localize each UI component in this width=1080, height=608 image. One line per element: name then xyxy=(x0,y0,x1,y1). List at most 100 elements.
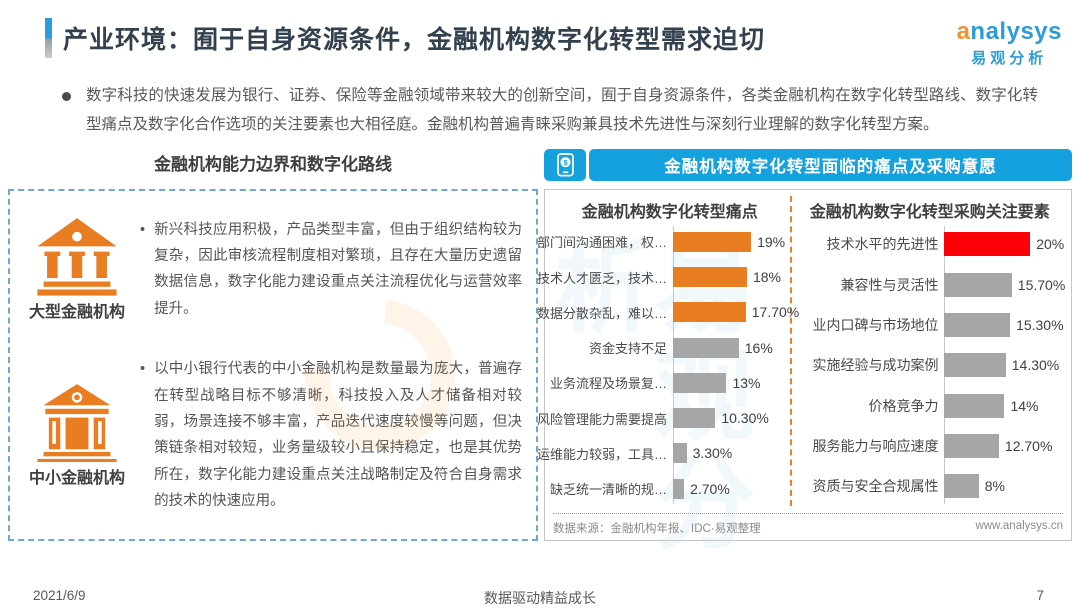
charts-section: $ 金融机构数字化转型面临的痛点及采购意愿 金融机构数字化转型痛点 部门间沟通困… xyxy=(536,149,1072,542)
logo-wordmark: analysys xyxy=(956,18,1062,45)
value-label: 14% xyxy=(1010,397,1039,414)
bar-track: 20% xyxy=(944,232,1067,257)
value-label: 14.30% xyxy=(1011,357,1060,374)
bar-row: 运维能力较弱，工具… 3.30% xyxy=(536,443,790,464)
list-bullet: • xyxy=(140,221,146,238)
bar xyxy=(944,232,1031,257)
category-label: 部门间沟通困难，权… xyxy=(536,235,667,251)
bar xyxy=(673,372,727,393)
bar xyxy=(673,408,716,429)
category-label: 价格竞争力 xyxy=(868,397,939,414)
bar-track: 12.70% xyxy=(944,433,1067,458)
value-label: 12.70% xyxy=(1004,437,1053,454)
title-block: 产业环境：囿于自身资源条件，金融机构数字化转型需求迫切 xyxy=(45,18,765,58)
bar xyxy=(673,302,746,323)
category-label: 资金支持不足 xyxy=(588,341,667,357)
value-label: 13% xyxy=(732,374,761,391)
charts-header-title: 金融机构数字化转型面临的痛点及采购意愿 xyxy=(589,149,1072,182)
bank-large-icon xyxy=(37,218,117,296)
bar-row: 服务能力与响应速度 12.70% xyxy=(792,433,1067,458)
bar-track: 15.30% xyxy=(944,313,1067,338)
chart-title: 金融机构数字化转型采购关注要素 xyxy=(809,204,1050,222)
bar-track: 15.70% xyxy=(944,272,1067,297)
bar xyxy=(944,272,1012,297)
category-label: 服务能力与响应速度 xyxy=(812,437,939,454)
small-institution-label: 中小金融机构 xyxy=(28,470,125,488)
logo-chinese-name: 易观分析 xyxy=(971,50,1048,67)
bar-chart: 技术水平的先进性 20% 兼容性与灵活性 15.70% 业内口碑与市场地位 15.30% 实… xyxy=(792,224,1067,506)
bar-track: 14.30% xyxy=(944,353,1067,378)
bar-row: 部门间沟通困难，权… 19% xyxy=(536,231,790,252)
intro-text: 数字科技的快速发展为银行、证券、保险等金融领域带来较大的创新空间，囿于自身资源条… xyxy=(86,87,1038,133)
list-bullet: • xyxy=(140,361,146,378)
charts-panel: 金融机构数字化转型痛点 部门间沟通困难，权… 19% 技术人才匮乏，技术… 18% 数据… xyxy=(536,189,1072,542)
bar-row: 资质与安全合规属性 8% xyxy=(792,474,1067,499)
bar xyxy=(673,231,752,252)
category-label: 资质与安全合规属性 xyxy=(812,478,939,495)
large-institution-figure: 大型金融机构 xyxy=(20,216,134,322)
value-label: 10.30% xyxy=(721,410,769,427)
category-label: 缺乏统一清晰的规… xyxy=(549,482,667,498)
value-label: 18% xyxy=(752,269,782,286)
data-source: 数据来源：金融机构年报、IDC·易观整理 xyxy=(553,523,761,536)
small-institution-text: • 以中小银行代表的中小金融机构是数量最为庞大，普遍存在转型战略目标不够清晰，科… xyxy=(134,356,526,514)
chart-source-row: 数据来源：金融机构年报、IDC·易观整理 www.analysys.cn xyxy=(553,513,1063,536)
value-label: 15.70% xyxy=(1017,276,1066,293)
bar-track: 8% xyxy=(944,474,1067,499)
value-label: 2.70% xyxy=(690,480,730,497)
bar-track: 18% xyxy=(673,267,790,288)
bar-track: 2.70% xyxy=(673,478,790,499)
bar-row: 实施经验与成功案例 14.30% xyxy=(792,353,1067,378)
svg-text:$: $ xyxy=(563,158,568,167)
bar xyxy=(944,313,1011,338)
intro-paragraph: 数字科技的快速发展为银行、证券、保险等金融领域带来较大的创新空间，囿于自身资源条… xyxy=(62,82,1038,139)
bar-row: 资金支持不足 16% xyxy=(549,337,790,358)
category-label: 技术人才匮乏，技术… xyxy=(536,270,667,286)
value-label: 3.30% xyxy=(692,445,733,462)
bar-track: 19% xyxy=(673,231,790,252)
category-label: 运维能力较弱，工具… xyxy=(536,446,667,462)
bar-track: 10.30% xyxy=(673,408,790,429)
bar xyxy=(673,267,747,288)
category-label: 业内口碑与市场地位 xyxy=(812,317,939,334)
value-label: 19% xyxy=(757,233,786,250)
bar-track: 13% xyxy=(673,372,790,393)
value-label: 8% xyxy=(984,478,1005,495)
bar xyxy=(944,353,1006,378)
footer-slogan: 数据驱动精益成长 xyxy=(484,590,596,606)
bar-track: 17.70% xyxy=(673,302,799,323)
bar-row: 兼容性与灵活性 15.70% xyxy=(792,272,1067,297)
small-institution-figure: 中小金融机构 xyxy=(20,382,134,488)
bar xyxy=(673,337,739,358)
analysys-logo: analysys 易观分析 xyxy=(957,18,1062,68)
value-label: 17.70% xyxy=(751,304,800,321)
bar-row: 业内口碑与市场地位 15.30% xyxy=(792,313,1067,338)
category-label: 风险管理能力需要提高 xyxy=(536,411,667,427)
title-accent-bar xyxy=(45,18,52,58)
pain-points-chart: 金融机构数字化转型痛点 部门间沟通困难，权… 19% 技术人才匮乏，技术… 18% 数据… xyxy=(536,196,799,507)
bar xyxy=(944,474,979,499)
bar-chart: 部门间沟通困难，权… 19% 技术人才匮乏，技术… 18% 数据分散杂乱，难以… 17.7… xyxy=(536,224,799,506)
bar-row: 风险管理能力需要提高 10.30% xyxy=(536,408,790,429)
bar-row: 数据分散杂乱，难以… 17.70% xyxy=(537,302,799,323)
large-institution-label: 大型金融机构 xyxy=(28,304,125,322)
large-institution-text: • 新兴科技应用积极，产品类型丰富，但由于组织结构较为复杂，因此审核流程制度相对… xyxy=(134,217,526,323)
charts-header: $ 金融机构数字化转型面临的痛点及采购意愿 xyxy=(544,149,1072,182)
large-institution-item: 大型金融机构 • 新兴科技应用积极，产品类型丰富，但由于组织结构较为复杂，因此审… xyxy=(20,216,526,322)
bar-row: 价格竞争力 14% xyxy=(792,393,1067,418)
bullet-icon xyxy=(62,92,71,101)
bar-row: 技术水平的先进性 20% xyxy=(792,232,1067,257)
category-label: 兼容性与灵活性 xyxy=(840,276,939,293)
bar-row: 业务流程及场景复… 13% xyxy=(549,372,790,393)
chart-title: 金融机构数字化转型痛点 xyxy=(581,204,758,222)
bar xyxy=(944,393,1005,418)
bar-track: 14% xyxy=(944,393,1067,418)
bank-small-icon xyxy=(37,384,117,463)
footer-date: 2021/6/9 xyxy=(33,588,86,603)
page-footer: 2021/6/9 数据驱动精益成长 7 xyxy=(0,588,1080,606)
website-url: www.analysys.cn xyxy=(975,520,1063,533)
mobile-payment-icon: $ xyxy=(544,149,586,182)
bar xyxy=(673,478,685,499)
category-label: 业务流程及场景复… xyxy=(549,376,667,392)
